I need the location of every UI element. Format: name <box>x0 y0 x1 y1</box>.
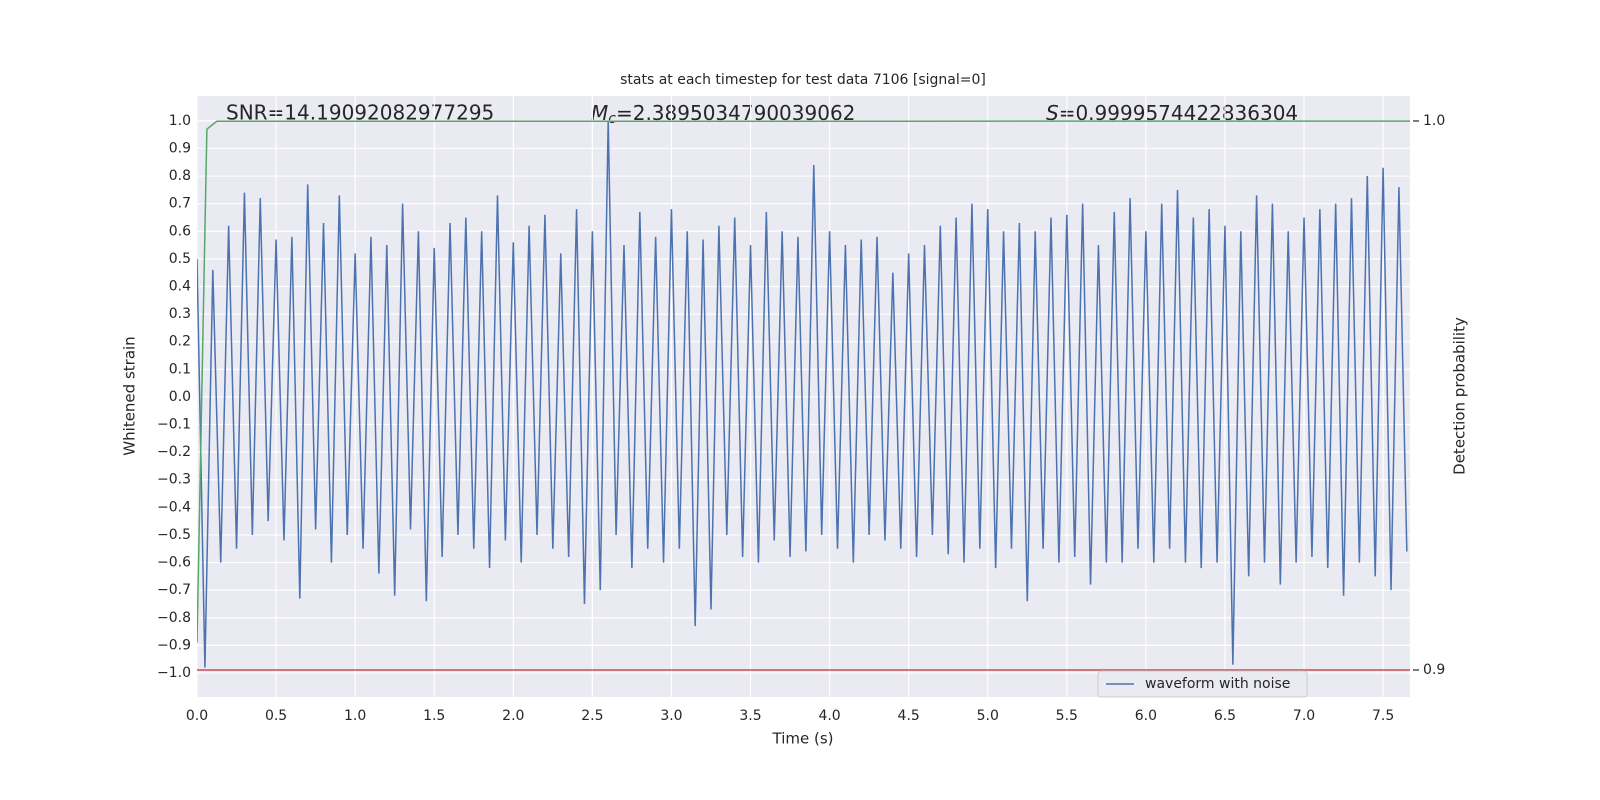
y-tick-label: 0.7 <box>169 196 191 212</box>
y-tick-label: 0.0 <box>169 389 191 405</box>
y2-tick-label: 1.0 <box>1423 113 1445 129</box>
x-tick-label: 3.0 <box>660 708 682 724</box>
legend-box <box>1097 670 1308 698</box>
y-tick-label: 0.4 <box>169 278 191 294</box>
y-tick-label: −0.6 <box>157 555 191 571</box>
x-tick-label: 4.0 <box>818 708 840 724</box>
y-tick-label: −0.5 <box>157 527 191 543</box>
y2-axis-label: Detection probability <box>1451 317 1469 475</box>
y-tick-label: 0.1 <box>169 361 191 377</box>
y-tick-label: 0.8 <box>169 168 191 184</box>
y-tick-label: 1.0 <box>169 113 191 129</box>
chart-title: stats at each timestep for test data 710… <box>620 72 986 88</box>
annotation: Mc=2.3895034790039062 <box>591 101 855 128</box>
y-tick-label: 0.2 <box>169 334 191 350</box>
x-tick-label: 7.0 <box>1293 708 1315 724</box>
annotation-symbol: M <box>591 101 608 125</box>
y2-tick-label: 0.9 <box>1423 662 1445 678</box>
y-tick-label: 0.5 <box>169 251 191 267</box>
x-tick-label: 0.5 <box>265 708 287 724</box>
x-tick-label: 1.0 <box>344 708 366 724</box>
annotation-symbol: S <box>1046 101 1059 125</box>
x-tick-label: 2.0 <box>502 708 524 724</box>
x-tick-label: 0.0 <box>186 708 208 724</box>
y-tick-label: 0.9 <box>169 140 191 156</box>
y-tick-label: −0.3 <box>157 472 191 488</box>
x-tick-label: 6.5 <box>1214 708 1236 724</box>
x-tick-label: 6.0 <box>1135 708 1157 724</box>
x-tick-label: 5.5 <box>1056 708 1078 724</box>
x-tick-label: 4.5 <box>898 708 920 724</box>
x-tick-label: 3.5 <box>739 708 761 724</box>
x-axis-label: Time (s) <box>772 730 834 748</box>
y-tick-label: −1.0 <box>157 665 191 681</box>
y-tick-label: 0.3 <box>169 306 191 322</box>
y-tick-label: 0.6 <box>169 223 191 239</box>
series-line <box>197 120 1410 643</box>
y-tick-label: −0.1 <box>157 417 191 433</box>
y-tick-label: −0.9 <box>157 637 191 653</box>
legend-label: waveform with noise <box>1145 676 1290 692</box>
annotation-subscript: c <box>608 111 616 127</box>
x-tick-label: 5.0 <box>977 708 999 724</box>
y-tick-label: −0.8 <box>157 610 191 626</box>
y-tick-label: −0.4 <box>157 499 191 515</box>
y-tick-label: −0.2 <box>157 444 191 460</box>
series-line <box>197 120 1408 668</box>
y-axis-label: Whitened strain <box>121 336 139 455</box>
y-tick-label: −0.7 <box>157 582 191 598</box>
x-tick-label: 2.5 <box>581 708 603 724</box>
x-tick-label: 7.5 <box>1372 708 1394 724</box>
x-tick-label: 1.5 <box>423 708 445 724</box>
